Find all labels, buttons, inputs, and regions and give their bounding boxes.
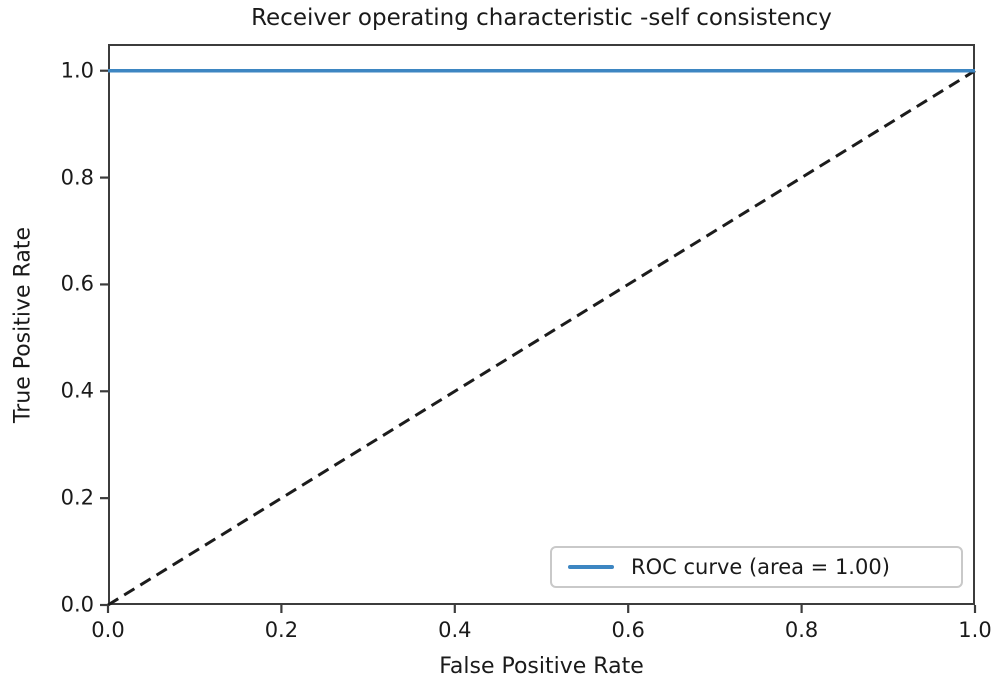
x-tick-label: 0.4: [438, 618, 472, 642]
y-tick-label: 0.8: [60, 165, 94, 190]
x-tick-label: 1.0: [958, 618, 992, 642]
y-tick-label: 0.6: [60, 271, 94, 296]
x-axis-label: False Positive Rate: [439, 654, 644, 679]
legend-box: ROC curve (area = 1.00): [550, 546, 963, 588]
roc-curve-legend-swatch: [568, 565, 614, 569]
y-axis-label: True Positive Rate: [10, 227, 36, 423]
legend-label: ROC curve (area = 1.00): [631, 555, 890, 579]
x-tick-label: 0.0: [91, 618, 125, 642]
y-tick-label: 1.0: [60, 58, 94, 83]
y-tick-label: 0.2: [60, 485, 94, 510]
y-tick-label: 0.4: [60, 378, 94, 403]
plot-area: [108, 44, 975, 605]
y-tick-label: 0.0: [60, 592, 94, 617]
x-tick-label: 0.2: [264, 618, 299, 642]
chart-title: Receiver operating characteristic -self …: [251, 5, 832, 31]
x-tick-label: 0.6: [611, 618, 645, 642]
x-tick-label: 0.8: [784, 618, 819, 642]
